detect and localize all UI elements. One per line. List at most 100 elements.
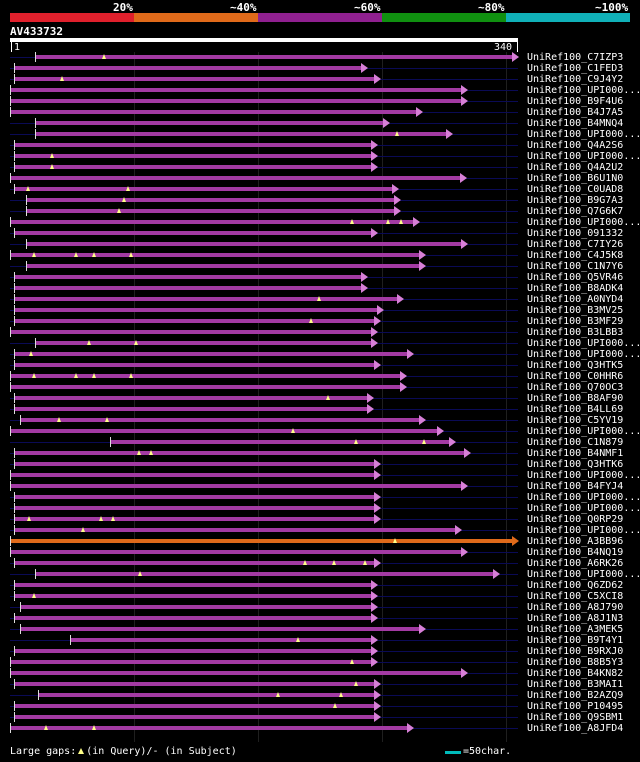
hit-bar[interactable] — [14, 506, 376, 510]
hit-label[interactable]: UniRef100_Q9SBM1 — [527, 712, 624, 723]
hit-row[interactable]: UniRef100_Q4A2U2 — [0, 162, 640, 173]
hit-label[interactable]: UniRef100_P10495 — [527, 701, 624, 712]
hit-bar[interactable] — [10, 253, 421, 257]
hit-bar[interactable] — [14, 231, 373, 235]
hit-row[interactable]: UniRef100_C7IY26 — [0, 239, 640, 250]
hit-label[interactable]: UniRef100_B9G7A3 — [527, 195, 624, 206]
hit-bar[interactable] — [14, 715, 376, 719]
hit-bar[interactable] — [10, 484, 463, 488]
hit-label[interactable]: UniRef100_A3MEK5 — [527, 624, 624, 635]
hit-bar[interactable] — [10, 385, 401, 389]
hit-bar[interactable] — [14, 143, 373, 147]
hit-row[interactable]: UniRef100_B9RXJ0 — [0, 646, 640, 657]
hit-bar[interactable] — [14, 66, 362, 70]
hit-label[interactable]: UniRef100_B3MF29 — [527, 316, 624, 327]
hit-row[interactable]: UniRef100_P10495 — [0, 701, 640, 712]
hit-row[interactable]: UniRef100_A0NYD4 — [0, 294, 640, 305]
hit-label[interactable]: UniRef100_B9T4Y1 — [527, 635, 624, 646]
hit-label[interactable]: UniRef100_C1N7Y6 — [527, 261, 624, 272]
hit-row[interactable]: UniRef100_UPI000... — [0, 349, 640, 360]
hit-bar[interactable] — [10, 176, 461, 180]
hit-label[interactable]: UniRef100_Q0RP29 — [527, 514, 624, 525]
hit-bar[interactable] — [14, 396, 368, 400]
hit-bar[interactable] — [35, 341, 373, 345]
hit-label[interactable]: UniRef100_B9F4U6 — [527, 96, 624, 107]
hit-row[interactable]: UniRef100_UPI000... — [0, 492, 640, 503]
hit-row[interactable]: UniRef100_B8B5Y3 — [0, 657, 640, 668]
hit-label[interactable]: UniRef100_C7IY26 — [527, 239, 624, 250]
hit-row[interactable]: UniRef100_Q7G6K7 — [0, 206, 640, 217]
hit-row[interactable]: UniRef100_C1N7Y6 — [0, 261, 640, 272]
hit-label[interactable]: UniRef100_C5XCI8 — [527, 591, 624, 602]
hit-label[interactable]: UniRef100_Q3HTK5 — [527, 360, 624, 371]
hit-label[interactable]: UniRef100_B4FYJ4 — [527, 481, 624, 492]
hit-row[interactable]: UniRef100_Q70OC3 — [0, 382, 640, 393]
hit-label[interactable]: UniRef100_B4LL69 — [527, 404, 624, 415]
hit-label[interactable]: UniRef100_UPI000... — [527, 426, 640, 437]
hit-label[interactable]: UniRef100_Q7G6K7 — [527, 206, 624, 217]
hit-bar[interactable] — [26, 242, 463, 246]
hit-row[interactable]: UniRef100_Q3HTK5 — [0, 360, 640, 371]
hit-row[interactable]: UniRef100_C5YV19 — [0, 415, 640, 426]
hit-bar[interactable] — [14, 165, 373, 169]
hit-bar[interactable] — [14, 286, 362, 290]
hit-bar[interactable] — [69, 638, 373, 642]
hit-bar[interactable] — [35, 572, 494, 576]
hit-row[interactable]: UniRef100_B4NQ19 — [0, 547, 640, 558]
hit-bar[interactable] — [10, 88, 463, 92]
hit-label[interactable]: UniRef100_C1FED3 — [527, 63, 624, 74]
hit-label[interactable]: UniRef100_Q4A2S6 — [527, 140, 624, 151]
hit-row[interactable]: UniRef100_B2AZQ9 — [0, 690, 640, 701]
hit-label[interactable]: UniRef100_B4J7A5 — [527, 107, 624, 118]
hit-row[interactable]: UniRef100_C0HHR6 — [0, 371, 640, 382]
hit-bar[interactable] — [20, 418, 421, 422]
hit-label[interactable]: UniRef100_C0HHR6 — [527, 371, 624, 382]
hit-row[interactable]: UniRef100_UPI000... — [0, 129, 640, 140]
hit-row[interactable]: UniRef100_B9F4U6 — [0, 96, 640, 107]
hit-bar[interactable] — [35, 121, 385, 125]
hit-label[interactable]: UniRef100_B2AZQ9 — [527, 690, 624, 701]
hit-bar[interactable] — [14, 649, 373, 653]
hit-row[interactable]: UniRef100_Q4A2S6 — [0, 140, 640, 151]
hit-label[interactable]: UniRef100_C9J4Y2 — [527, 74, 624, 85]
hit-row[interactable]: UniRef100_UPI000... — [0, 217, 640, 228]
hit-bar[interactable] — [10, 550, 463, 554]
hit-row[interactable]: UniRef100_B3MAI1 — [0, 679, 640, 690]
hit-row[interactable]: UniRef100_A3BB96 — [0, 536, 640, 547]
hit-label[interactable]: UniRef100_UPI000... — [527, 569, 640, 580]
hit-label[interactable]: UniRef100_A6RK26 — [527, 558, 624, 569]
hit-label[interactable]: UniRef100_B4NMF1 — [527, 448, 624, 459]
hit-label[interactable]: UniRef100_UPI000... — [527, 217, 640, 228]
hit-bar[interactable] — [10, 473, 376, 477]
hit-bar[interactable] — [14, 594, 373, 598]
hit-row[interactable]: UniRef100_B9G7A3 — [0, 195, 640, 206]
hit-row[interactable]: UniRef100_Q5VR46 — [0, 272, 640, 283]
hit-bar[interactable] — [26, 198, 395, 202]
hit-bar[interactable] — [35, 132, 448, 136]
hit-bar[interactable] — [110, 440, 451, 444]
hit-row[interactable]: UniRef100_B4LL69 — [0, 404, 640, 415]
hit-row[interactable]: UniRef100_B4FYJ4 — [0, 481, 640, 492]
hit-label[interactable]: UniRef100_A8JFD4 — [527, 723, 624, 734]
hit-row[interactable]: UniRef100_B3MF29 — [0, 316, 640, 327]
hit-label[interactable]: UniRef100_UPI000... — [527, 470, 640, 481]
hit-row[interactable]: UniRef100_B3LBB3 — [0, 327, 640, 338]
hit-bar[interactable] — [20, 627, 421, 631]
hit-label[interactable]: UniRef100_B8AF90 — [527, 393, 624, 404]
hit-row[interactable]: UniRef100_C5XCI8 — [0, 591, 640, 602]
hit-row[interactable]: UniRef100_C1FED3 — [0, 63, 640, 74]
hit-bar[interactable] — [14, 308, 379, 312]
hit-row[interactable]: UniRef100_Q9SBM1 — [0, 712, 640, 723]
hit-bar[interactable] — [14, 561, 376, 565]
hit-bar[interactable] — [14, 528, 457, 532]
hit-label[interactable]: UniRef100_Q3HTK6 — [527, 459, 624, 470]
hit-row[interactable]: UniRef100_Q6ZD62 — [0, 580, 640, 591]
hit-row[interactable]: UniRef100_A3MEK5 — [0, 624, 640, 635]
hit-bar[interactable] — [14, 352, 409, 356]
hit-bar[interactable] — [10, 374, 401, 378]
hit-label[interactable]: UniRef100_B4MNQ4 — [527, 118, 624, 129]
hit-bar[interactable] — [14, 275, 362, 279]
hit-label[interactable]: UniRef100_B3LBB3 — [527, 327, 624, 338]
hit-label[interactable]: UniRef100_B8B5Y3 — [527, 657, 624, 668]
hit-bar[interactable] — [35, 55, 513, 59]
